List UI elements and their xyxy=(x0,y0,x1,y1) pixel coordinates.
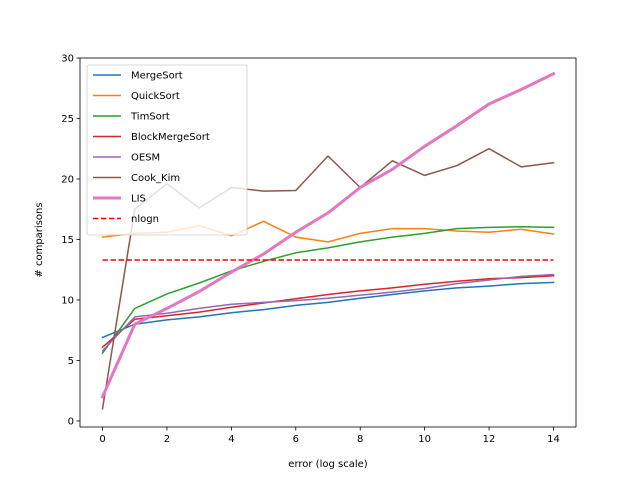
x-tick-label: 0 xyxy=(99,434,105,445)
legend-label-oesm: OESM xyxy=(131,153,160,164)
series-line-oesm xyxy=(101,273,555,352)
y-axis-ticks: 0 5 10 15 20 25 30 xyxy=(61,54,80,427)
x-tick-label: 8 xyxy=(357,434,363,445)
legend-label-blockmergesort: BlockMergeSort xyxy=(131,132,210,143)
y-tick-label: 30 xyxy=(61,54,74,65)
legend-label-quicksort: QuickSort xyxy=(131,91,180,102)
series-line-blockmergesort xyxy=(101,275,555,349)
series-line-lis xyxy=(100,71,556,399)
x-tick-label: 6 xyxy=(293,434,299,445)
legend-label-nlogn: nlogn xyxy=(131,214,159,225)
y-tick-label: 20 xyxy=(61,174,74,185)
y-tick-label: 0 xyxy=(68,416,74,427)
y-axis-label: # comparisons xyxy=(34,202,45,277)
plot-frame xyxy=(79,57,577,428)
x-tick-label: 12 xyxy=(483,434,496,445)
series-line-mergesort xyxy=(101,281,555,339)
legend: MergeSort QuickSort TimSort BlockMergeSort O… xyxy=(86,64,248,236)
y-tick-label: 5 xyxy=(68,356,74,367)
x-tick-label: 4 xyxy=(228,434,234,445)
legend-label-timsort: TimSort xyxy=(130,112,170,123)
y-tick-label: 10 xyxy=(61,295,74,306)
x-axis-label: error (log scale) xyxy=(288,459,367,470)
legend-box xyxy=(86,64,248,236)
x-axis-ticks: 0 2 4 6 8 10 12 14 xyxy=(99,427,560,445)
legend-label-cook-kim: Cook_Kim xyxy=(131,173,180,184)
y-tick-label: 15 xyxy=(61,235,74,246)
x-tick-label: 10 xyxy=(418,434,431,445)
x-tick-label: 2 xyxy=(164,434,170,445)
series-line-timsort xyxy=(101,226,555,355)
y-tick-label: 25 xyxy=(61,114,74,125)
legend-label-lis: LIS xyxy=(131,194,146,205)
x-tick-label: 14 xyxy=(547,434,560,445)
axes xyxy=(79,57,577,428)
legend-label-mergesort: MergeSort xyxy=(131,71,183,82)
plot-lines xyxy=(100,71,556,410)
